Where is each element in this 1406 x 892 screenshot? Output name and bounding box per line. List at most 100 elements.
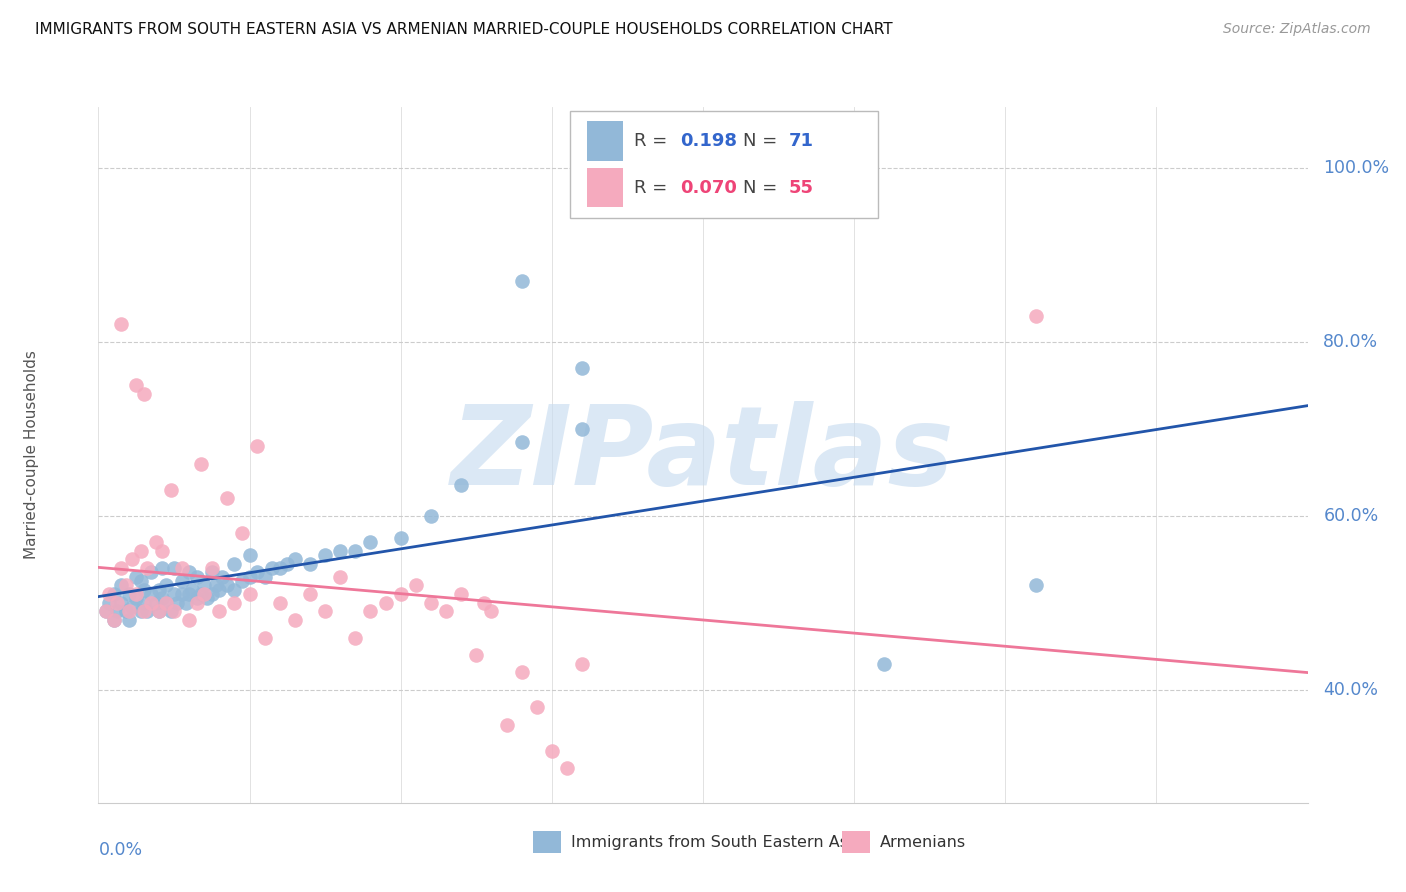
Point [329, 543, 352, 558]
Point [239, 548, 262, 562]
Point [135, 605, 157, 619]
Point [193, 578, 215, 592]
Point [177, 566, 201, 580]
Point [155, 596, 177, 610]
Point [121, 600, 143, 615]
Point [299, 557, 322, 571]
Point [314, 605, 336, 619]
Text: N =: N = [742, 178, 783, 196]
Point [360, 605, 382, 619]
Point [125, 378, 148, 392]
Point [472, 596, 495, 610]
Point [195, 591, 218, 606]
Point [239, 570, 262, 584]
Point [166, 596, 188, 610]
Point [405, 578, 427, 592]
Point [125, 570, 148, 584]
Point [571, 657, 593, 671]
Point [276, 557, 298, 571]
Point [873, 657, 896, 671]
Point [389, 587, 412, 601]
Point [246, 439, 269, 453]
Point [150, 561, 173, 575]
Text: R =: R = [634, 132, 673, 150]
Point [103, 613, 125, 627]
Point [211, 570, 233, 584]
Text: Armenians: Armenians [880, 835, 966, 849]
FancyBboxPatch shape [569, 111, 879, 219]
Point [208, 605, 231, 619]
Text: N =: N = [742, 132, 783, 150]
Point [155, 596, 177, 610]
Point [329, 570, 352, 584]
Text: R =: R = [634, 178, 673, 196]
Point [129, 543, 152, 558]
Point [495, 717, 517, 731]
Point [145, 535, 167, 549]
Point [215, 578, 238, 592]
FancyBboxPatch shape [586, 168, 623, 208]
Point [510, 665, 533, 680]
Point [224, 582, 246, 597]
Point [555, 761, 578, 775]
Point [129, 605, 152, 619]
Point [160, 483, 183, 497]
Point [186, 591, 208, 606]
Point [419, 596, 441, 610]
Point [103, 613, 125, 627]
Point [269, 596, 291, 610]
Point [141, 596, 163, 610]
Point [269, 561, 291, 575]
Point [284, 613, 307, 627]
Point [1024, 309, 1046, 323]
Point [155, 578, 177, 592]
Point [121, 552, 143, 566]
Point [205, 578, 228, 592]
Point [132, 582, 155, 597]
Point [129, 574, 152, 588]
Point [125, 591, 148, 606]
Point [299, 587, 322, 601]
Point [374, 596, 396, 610]
Point [105, 596, 128, 610]
Point [193, 587, 215, 601]
Text: 60.0%: 60.0% [1323, 507, 1378, 524]
Point [224, 596, 246, 610]
Point [125, 587, 148, 601]
Point [170, 574, 193, 588]
Point [389, 531, 412, 545]
Point [98, 596, 121, 610]
Point [215, 491, 238, 506]
Point [110, 578, 132, 592]
Point [114, 605, 136, 619]
Text: 0.070: 0.070 [681, 178, 737, 196]
Point [98, 587, 121, 601]
Point [177, 613, 201, 627]
Point [360, 535, 382, 549]
Point [163, 561, 186, 575]
Point [231, 526, 253, 541]
Point [141, 587, 163, 601]
Point [201, 561, 224, 575]
Point [148, 605, 170, 619]
Point [540, 744, 562, 758]
Point [186, 570, 208, 584]
Point [510, 434, 533, 449]
Text: 71: 71 [789, 132, 814, 150]
Point [94, 605, 117, 619]
FancyBboxPatch shape [586, 121, 623, 161]
Point [148, 582, 170, 597]
Point [181, 582, 204, 597]
Point [150, 543, 173, 558]
Text: 80.0%: 80.0% [1323, 333, 1378, 351]
Text: 40.0%: 40.0% [1323, 681, 1378, 698]
Point [145, 596, 167, 610]
Text: 0.198: 0.198 [681, 132, 737, 150]
Point [262, 561, 284, 575]
Point [450, 478, 472, 492]
Text: Married-couple Households: Married-couple Households [24, 351, 39, 559]
Point [132, 596, 155, 610]
Point [190, 457, 212, 471]
Point [118, 613, 141, 627]
Text: ZIPatlas: ZIPatlas [451, 401, 955, 508]
